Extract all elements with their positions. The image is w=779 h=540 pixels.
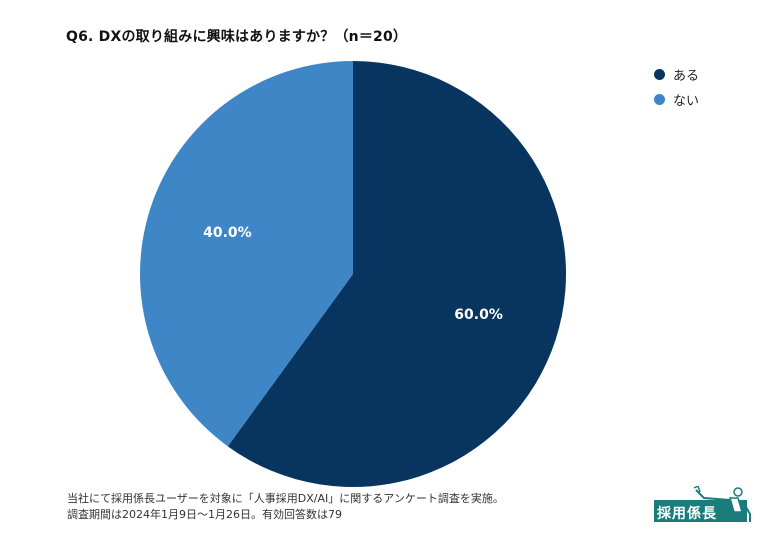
chart-title: Q6. DXの取り組みに興味はありますか？（n＝20） [66,29,408,45]
legend-swatch-nai [654,94,665,105]
survey-note: 当社にて採用係長ユーザーを対象に「人事採用DX/AI」に関するアンケート調査を実… [67,491,504,523]
survey-note-line-1: 当社にて採用係長ユーザーを対象に「人事採用DX/AI」に関するアンケート調査を実… [67,492,504,505]
brand-logo-text: 採用係長 [657,506,717,522]
legend-label-nai: ない [673,94,700,109]
legend: ある ない [654,62,699,112]
legend-item-nai: ない [654,87,699,112]
pie-label-aru: 60.0% [454,307,503,323]
legend-label-aru: ある [673,69,700,84]
legend-item-aru: ある [654,62,699,87]
survey-note-line-2: 調査期間は2024年1月9日〜1月26日。有効回答数は79 [67,508,342,521]
pie-data-labels: 60.0% 40.0% [203,225,503,323]
pie-slices [139,61,566,488]
brand-logo: 採用係長 [654,484,752,526]
pie-slice-nai [139,61,353,447]
legend-swatch-aru [654,69,665,80]
brand-logo-mark [654,484,751,522]
pie-label-nai: 40.0% [203,225,252,241]
pie-slice-aru [227,61,566,488]
